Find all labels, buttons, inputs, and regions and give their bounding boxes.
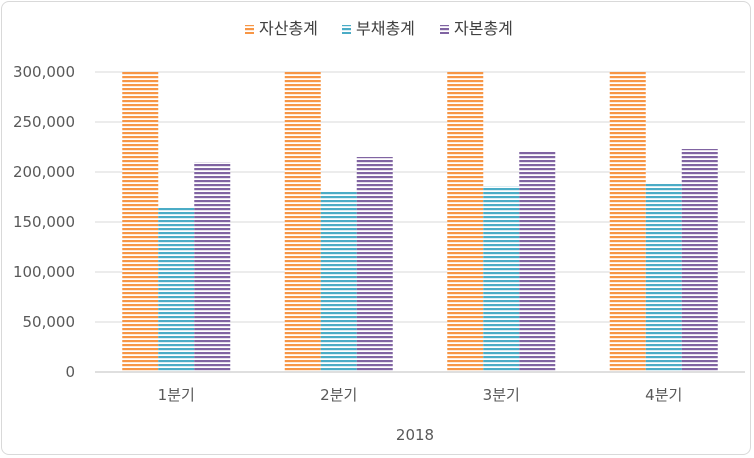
y-tick-label: 150,000 [13,213,75,231]
bar-2-4 [645,183,682,372]
legend-swatch [342,25,351,34]
legend-swatch [440,25,449,34]
y-tick-label: 250,000 [13,113,75,131]
y-tick-label: 0 [65,363,75,381]
y-tick-label: 300,000 [13,63,75,81]
y-tick-label: 50,000 [23,313,76,331]
bar-1-2 [284,72,321,372]
bar-3-1 [194,162,231,372]
legend-item: 부채총계 [342,19,415,38]
bar-3-3 [519,152,556,372]
x-tick-label: 3분기 [483,386,520,404]
x-axis-ticks: 1분기 2분기 3분기 4분기 [158,386,683,404]
y-axis-ticks: 0 50,000 100,000 150,000 200,000 250,000 300,0… [13,63,75,381]
legend-item: 자산총계 [245,19,318,38]
x-tick-label: 4분기 [645,386,682,404]
x-axis-group-label: 2018 [396,426,434,444]
x-tick-label: 1분기 [158,386,195,404]
bar-3-4 [681,149,718,372]
bar-1-1 [122,72,159,372]
bars [122,72,718,372]
bar-2-3 [483,186,520,372]
legend-label: 자본총계 [454,19,513,38]
legend-label: 부채총계 [356,19,415,38]
bar-3-2 [356,157,393,372]
legend: 자산총계 부채총계 자본총계 [245,19,513,38]
x-tick-label: 2분기 [320,386,357,404]
legend-label: 자산총계 [259,19,318,38]
bar-2-1 [158,207,195,372]
legend-item: 자본총계 [440,19,513,38]
bar-1-4 [609,72,646,372]
legend-swatch [245,25,254,34]
y-tick-label: 100,000 [13,263,75,281]
bar-2-2 [320,191,357,372]
y-tick-label: 200,000 [13,163,75,181]
bar-1-3 [447,72,484,372]
